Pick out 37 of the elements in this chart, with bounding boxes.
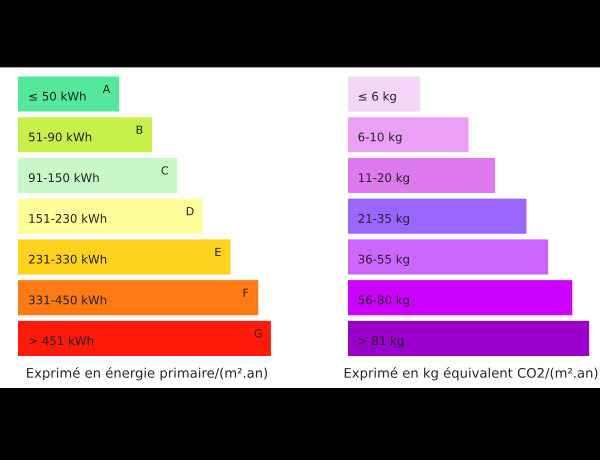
annotation: G xyxy=(254,329,262,338)
bar xyxy=(18,158,178,193)
annotation: A xyxy=(102,84,110,93)
annotation: E xyxy=(215,248,221,256)
x-axis-title: Exprimé en kg équivalent CO2/(m².an) xyxy=(344,367,598,380)
bar xyxy=(348,158,496,193)
y-tick-label: 21-35 kg xyxy=(358,214,409,226)
bar xyxy=(18,239,230,274)
y-tick-label: 36-55 kg xyxy=(358,254,409,266)
bar xyxy=(348,320,590,356)
bar xyxy=(18,320,271,356)
y-tick-label: > 81 kg xyxy=(358,336,404,348)
y-tick-label: 56-80 kg xyxy=(358,295,409,307)
annotation: C xyxy=(161,166,168,175)
y-tick-label: 331-450 kWh xyxy=(29,295,106,304)
annotation: F xyxy=(244,288,248,297)
annotation: D xyxy=(186,207,194,216)
bar xyxy=(348,280,572,316)
y-tick-label: 231-330 kWh xyxy=(28,254,106,264)
bar xyxy=(348,117,469,152)
y-tick-label: > 451 kWh xyxy=(29,336,94,346)
x-axis-title: Exprimé en énergie primaire/(m².an) xyxy=(27,367,268,380)
bar xyxy=(348,198,526,234)
y-tick-label: 51-90 kWh xyxy=(29,132,92,142)
y-tick-label: ≤ 6 kg xyxy=(358,92,396,103)
y-tick-label: ≤ 50 kWh xyxy=(29,92,86,101)
y-tick-label: 6-10 kg xyxy=(358,132,402,144)
y-tick-label: 91-150 kWh xyxy=(28,173,99,182)
y-tick-label: 11-20 kg xyxy=(358,173,409,184)
annotation: B xyxy=(136,126,142,134)
y-tick-label: 151-230 kWh xyxy=(29,214,106,223)
bar xyxy=(18,76,120,112)
bar xyxy=(348,239,548,274)
bar xyxy=(18,117,152,152)
bar xyxy=(348,76,420,112)
bar xyxy=(18,198,203,234)
bar xyxy=(18,280,258,316)
